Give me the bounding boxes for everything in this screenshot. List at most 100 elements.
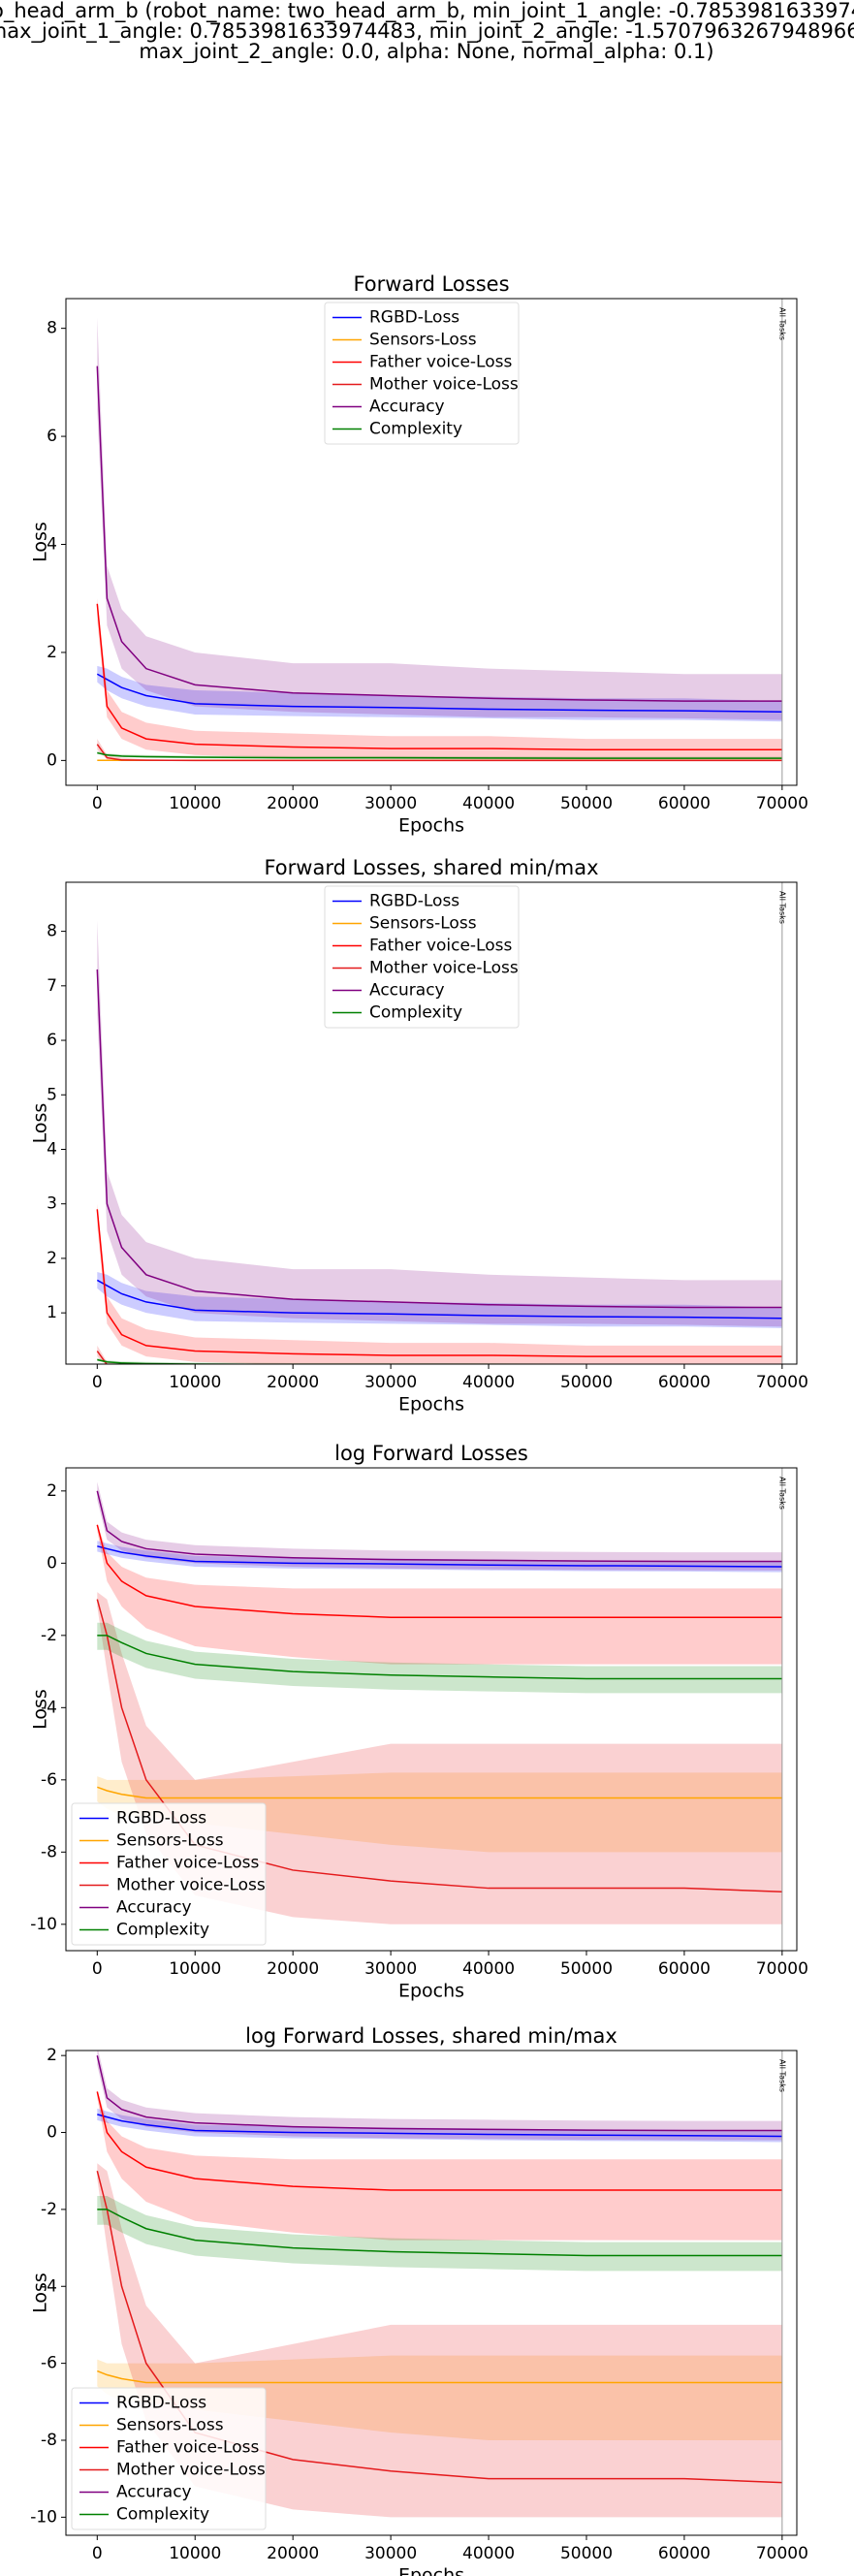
x-tick-label: 0 [92,794,103,813]
x-tick-label: 40000 [462,1959,515,1979]
legend-label: Accuracy [369,398,445,417]
legend-label: Sensors-Loss [116,1831,224,1851]
annotation: All Tasks [777,2059,786,2092]
legend-label: Complexity [369,420,462,439]
legend-label: Mother voice-Loss [116,2461,266,2480]
x-tick-label: 50000 [560,794,613,813]
y-tick-label: 6 [47,427,57,446]
x-axis-label: Epochs [398,1981,464,2002]
y-tick-label: 1 [47,1303,57,1322]
axes-frame [65,2050,798,2536]
annotation: All Tasks [777,1477,786,1510]
x-tick-label: 40000 [462,2544,515,2563]
legend-label: Complexity [116,1921,209,1940]
x-tick-label: 50000 [560,1373,613,1392]
legend-label: Father voice-Loss [369,937,512,956]
y-tick-label: 2 [47,643,57,662]
series-line [96,1490,782,1563]
x-tick-label: 40000 [462,1373,515,1392]
legend-label: Father voice-Loss [369,353,512,372]
series-line [97,751,782,759]
series-line [96,2091,782,2191]
series-line [96,1524,782,1618]
min-max-band [97,1271,782,1328]
plot-area [96,317,782,762]
y-axis-label: Loss [30,1689,51,1730]
axes-frame [65,881,798,1365]
min-max-band [97,2355,782,2440]
y-tick-label: 4 [47,1139,57,1159]
y-tick-label: 2 [47,1249,57,1268]
y-tick-label: 5 [47,1085,57,1104]
legend-label: RGBD-Loss [116,1809,206,1829]
x-tick-label: 0 [92,1959,103,1979]
y-tick-label: -6 [41,2354,57,2373]
legend-box [71,1802,267,1946]
x-tick-label: 20000 [267,1373,319,1392]
min-max-band [97,1541,782,1573]
plot-area [96,1481,782,1924]
chart-title: log Forward Losses, shared min/max [245,2024,617,2048]
legend-label: RGBD-Loss [369,308,459,328]
min-max-band [97,2108,782,2143]
series-line [97,1358,457,1364]
x-tick-label: 10000 [169,794,221,813]
legend-label: Mother voice-Loss [369,959,519,978]
legend-label: Accuracy [116,2483,192,2502]
series-line [96,969,782,1309]
y-tick-label: 7 [47,976,57,996]
annotation: All Tasks [777,891,786,924]
chart-title: Forward Losses, shared min/max [264,856,598,879]
y-tick-label: 8 [47,319,57,338]
plot-area [96,920,782,1364]
x-tick-label: 10000 [169,1959,221,1979]
x-tick-label: 30000 [364,1959,417,1979]
y-tick-label: -8 [41,2431,57,2450]
y-tick-label: 0 [47,1553,57,1573]
chart-title: Forward Losses [353,272,509,296]
legend-label: Mother voice-Loss [116,1876,266,1895]
legend-label: Complexity [369,1003,462,1023]
figure-title: max_joint_2_angle: 0.0, alpha: None, nor… [139,40,713,64]
x-axis-label: Epochs [398,1394,464,1415]
y-axis-label: Loss [30,1103,51,1144]
x-tick-label: 70000 [756,1373,808,1392]
min-max-band [97,2163,782,2518]
x-tick-label: 10000 [169,2544,221,2563]
x-axis-label: Epochs [398,2565,464,2576]
figure-title: max_joint_1_angle: 0.7853981633974483, m… [0,19,854,44]
min-max-band [97,1772,782,1853]
y-tick-label: -4 [41,2276,57,2296]
legend-label: RGBD-Loss [116,2394,206,2413]
x-tick-label: 30000 [364,1373,417,1392]
x-tick-label: 20000 [267,1959,319,1979]
x-tick-label: 60000 [658,1373,711,1392]
x-tick-label: 60000 [658,1959,711,1979]
series-line [97,1635,782,1680]
y-tick-label: -10 [30,1915,57,1934]
series-line [97,1545,782,1568]
x-tick-label: 0 [92,2544,103,2563]
axes-frame [65,1467,798,1952]
y-tick-label: -8 [41,1842,57,1861]
legend-label: Sensors-Loss [369,914,477,934]
x-tick-label: 60000 [658,2544,711,2563]
series-line [96,744,782,762]
y-tick-label: 2 [47,2046,57,2065]
legend-label: Accuracy [116,1898,192,1918]
x-axis-label: Epochs [398,815,464,837]
y-tick-label: 8 [47,922,57,941]
x-tick-label: 70000 [756,794,808,813]
min-max-band [97,1481,782,1571]
min-max-band [97,317,782,720]
series-line [97,2209,782,2257]
min-max-band [97,2089,782,2241]
legend-box [71,2387,267,2530]
figure-title: e_two_head_arm_b (robot_name: two_head_a… [0,0,854,23]
series-line [97,1786,782,1799]
y-axis-label: Loss [30,522,51,562]
min-max-band [97,2051,782,2141]
x-tick-label: 50000 [560,2544,613,2563]
y-tick-label: -6 [41,1770,57,1790]
